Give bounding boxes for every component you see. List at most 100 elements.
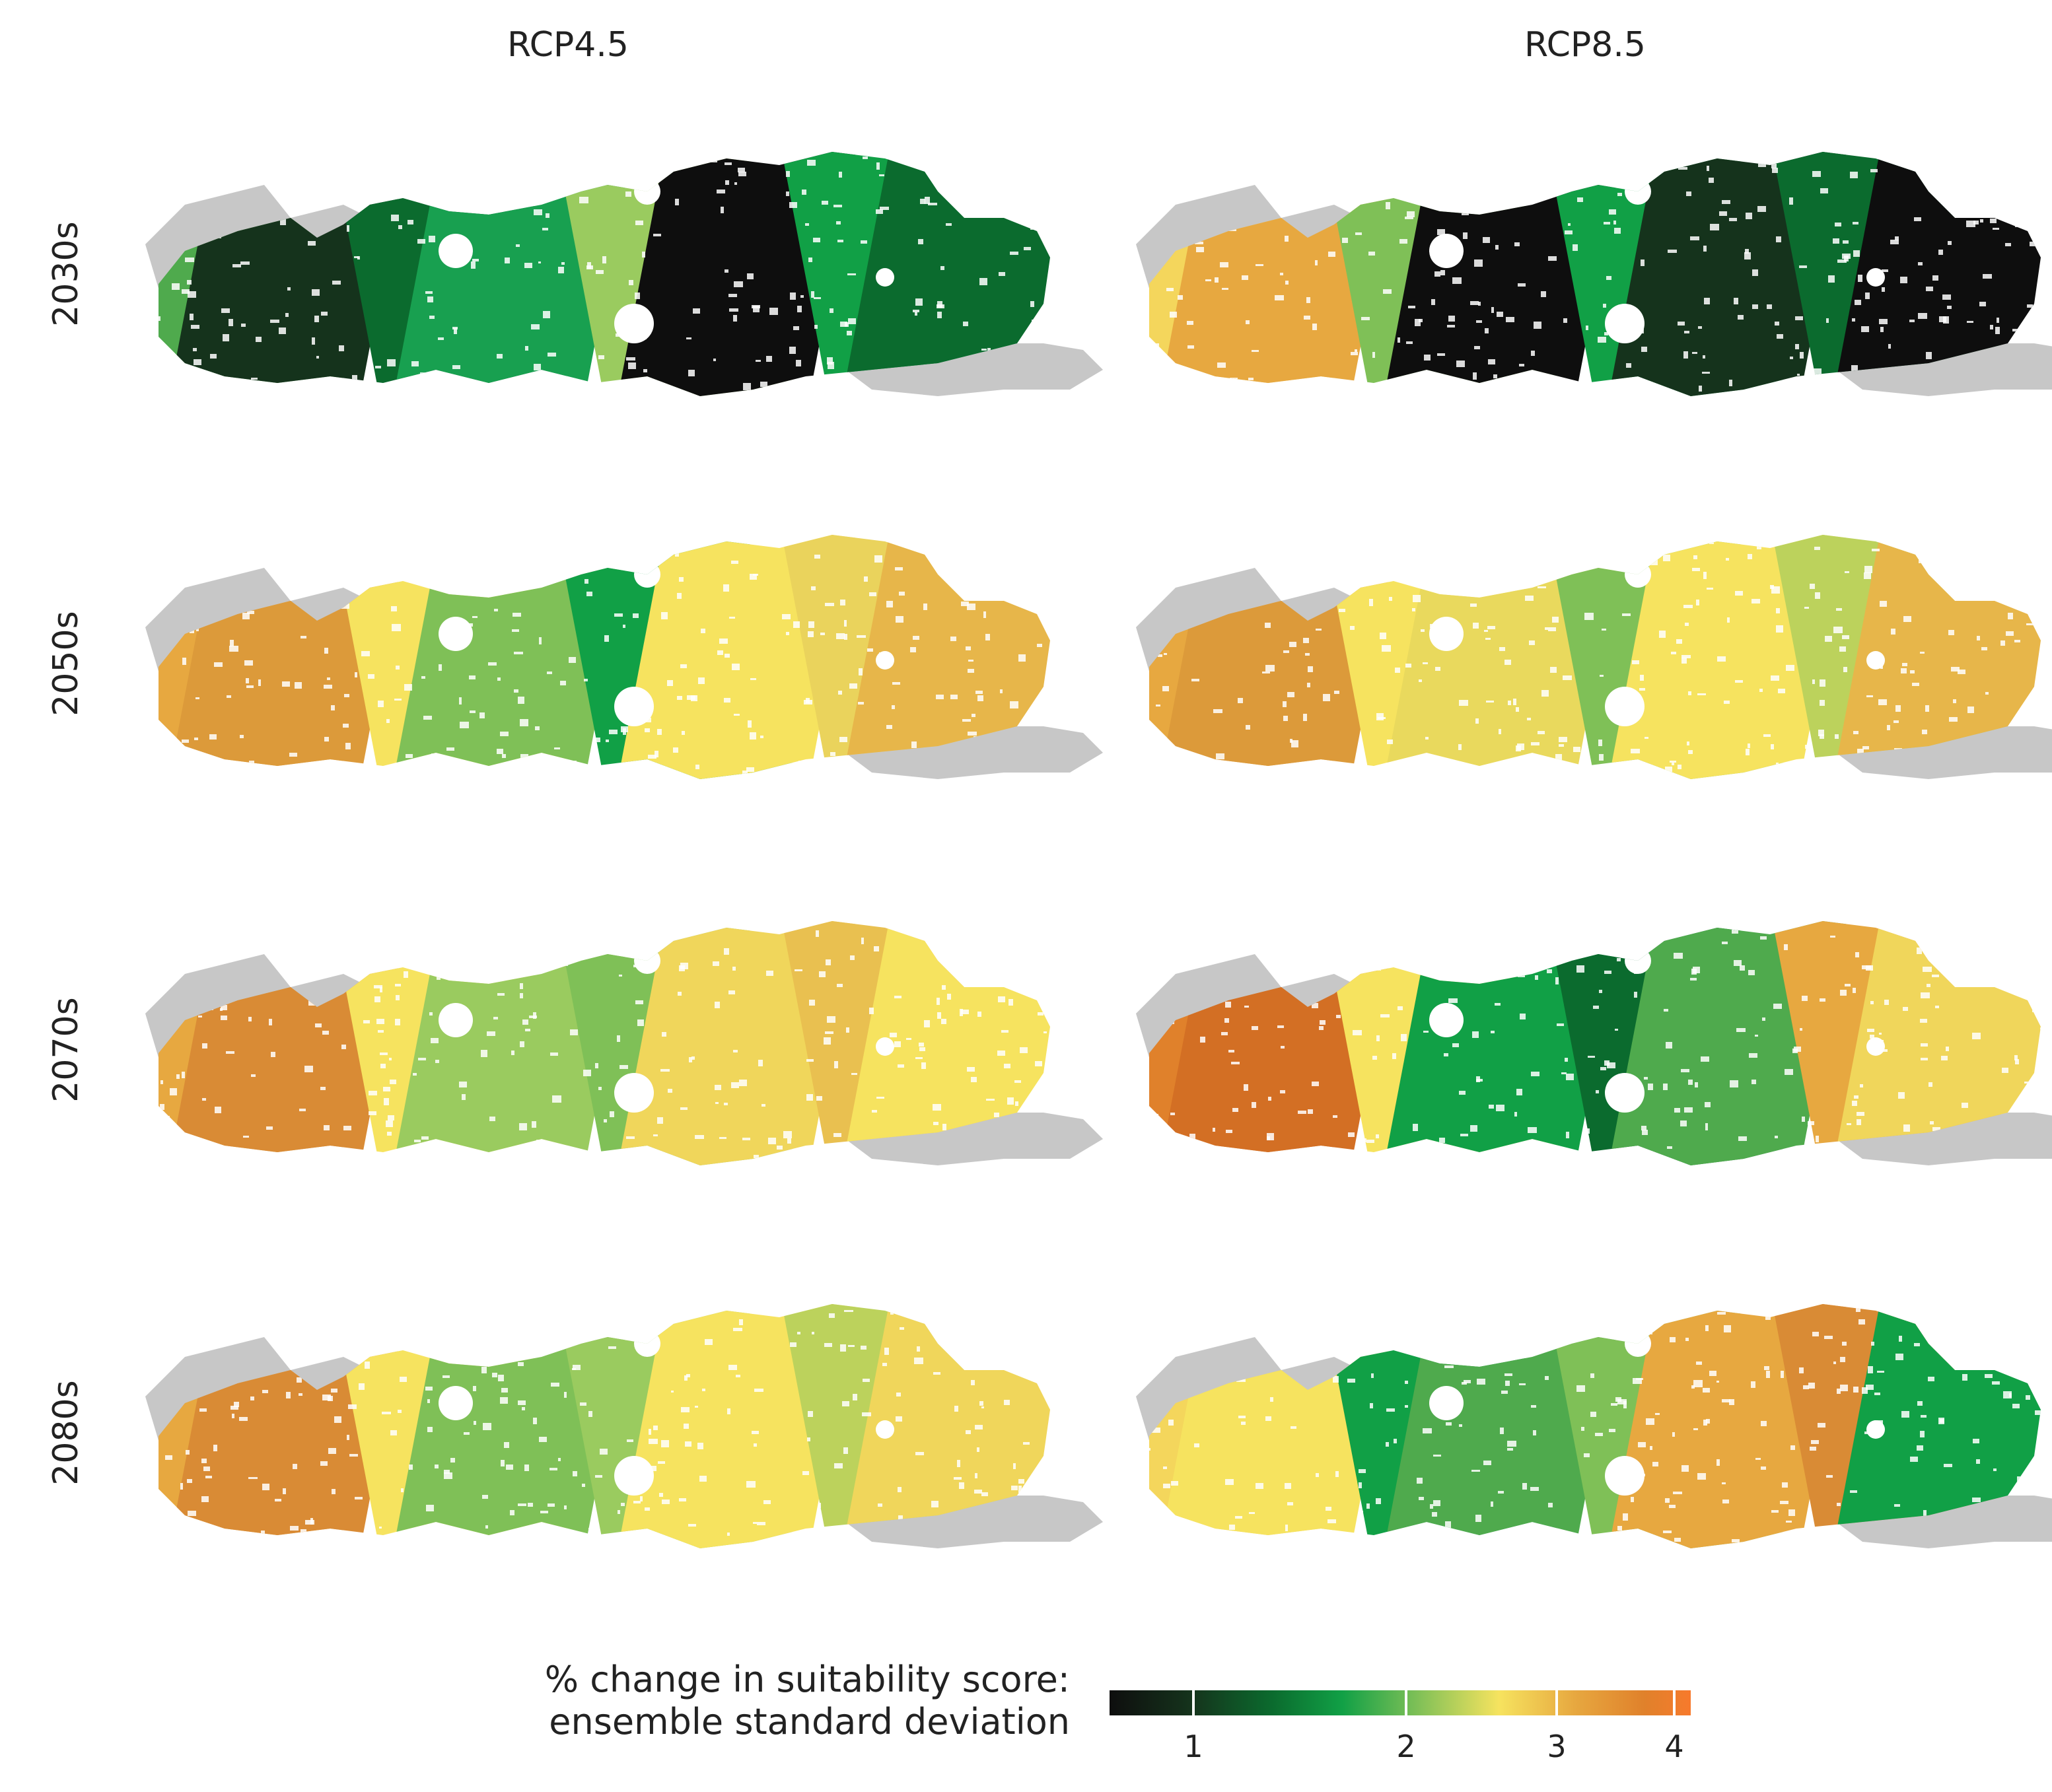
nodata-speck [1217, 362, 1226, 368]
nodata-speck [1274, 1154, 1277, 1157]
nodata-speck [1909, 320, 1915, 322]
nodata-speck [1862, 965, 1871, 969]
nodata-speck [1170, 1113, 1175, 1115]
nodata-speck [1555, 977, 1559, 984]
nodata-speck [733, 1328, 742, 1331]
nodata-speck [756, 360, 761, 362]
nodata-speck [847, 331, 852, 335]
nodata-speck [311, 182, 318, 185]
nodata-speck [1256, 944, 1264, 948]
map-panel-2050s-rcp45 [145, 535, 1103, 779]
nodata-speck [827, 1016, 835, 1023]
nodata-speck [485, 1525, 488, 1529]
nodata-speck [1525, 596, 1534, 601]
nodata-speck [518, 1503, 526, 1506]
nodata-speck [1677, 925, 1681, 930]
nodata-speck [1595, 1433, 1603, 1436]
nodata-speck [675, 549, 679, 557]
nodata-speck [1674, 953, 1683, 959]
nodata-speck [1424, 355, 1431, 361]
nodata-speck [1862, 746, 1869, 749]
nodata-speck [564, 1392, 567, 1398]
nodata-speck [2015, 224, 2021, 227]
nodata-speck [595, 1475, 602, 1478]
nodata-speck [1688, 691, 1691, 695]
nodata-speck [1220, 262, 1228, 267]
nodata-speck [1613, 221, 1616, 224]
nodata-speck [248, 1017, 252, 1021]
nodata-speck [464, 1536, 470, 1542]
nodata-speck [760, 382, 767, 387]
nodata-speck [657, 1117, 663, 1124]
nodata-speck [1160, 1144, 1167, 1150]
nodata-speck [1899, 1336, 1902, 1342]
nodata-speck [1872, 549, 1880, 551]
nodata-speck [223, 334, 229, 341]
nodata-speck [188, 291, 196, 298]
nodata-speck [1359, 1511, 1363, 1516]
nodata-speck [977, 1012, 981, 1017]
nodata-speck [1861, 326, 1869, 332]
nodata-speck [1049, 285, 1050, 288]
nodata-speck [1590, 1412, 1596, 1417]
nodata-speck [1695, 1082, 1698, 1087]
nodata-speck [892, 705, 895, 709]
nodata-speck [979, 1401, 983, 1406]
nodata-speck [514, 689, 518, 693]
nodata-speck [404, 684, 412, 691]
nodata-speck [1518, 283, 1526, 287]
nodata-speck [1514, 242, 1520, 246]
nodata-speck [684, 1375, 688, 1381]
nodata-speck [1021, 959, 1026, 964]
nodata-speck [1412, 608, 1415, 611]
nodata-speck [1997, 318, 1999, 323]
nodata-speck [1333, 1376, 1339, 1383]
nodata-speck [1222, 288, 1228, 290]
nodata-speck [1644, 1077, 1648, 1080]
nodata-speck [753, 306, 760, 312]
nodata-speck [1493, 374, 1497, 378]
nodata-speck [802, 190, 806, 195]
nodata-speck [1215, 277, 1219, 283]
nodata-speck [343, 724, 349, 728]
nodata-speck [1697, 1473, 1706, 1480]
nodata-speck [626, 357, 635, 361]
nodata-speck [937, 304, 944, 308]
nodata-speck [258, 679, 261, 686]
nodata-speck [1853, 988, 1856, 993]
nodata-speck [147, 1377, 150, 1381]
nodata-speck [1812, 679, 1815, 684]
nodata-speck [824, 1037, 831, 1045]
nodata-speck [1833, 627, 1843, 633]
nodata-speck [522, 1019, 528, 1025]
nodata-speck [1226, 1130, 1232, 1133]
nodata-speck [849, 683, 857, 689]
nodata-speck [1265, 1416, 1271, 1421]
nodata-speck [1149, 602, 1153, 605]
nodata-speck [693, 308, 700, 314]
nodata-speck [1023, 1442, 1030, 1445]
urban-area [1625, 948, 1651, 974]
nodata-speck [1535, 975, 1538, 980]
nodata-speck [1748, 554, 1752, 559]
nodata-speck [512, 1533, 518, 1537]
nodata-speck [353, 1159, 359, 1165]
nodata-speck [363, 1020, 370, 1023]
nodata-speck [195, 697, 199, 699]
nodata-speck [240, 735, 244, 738]
nodata-speck [1614, 228, 1621, 234]
nodata-speck [768, 1138, 776, 1144]
nodata-speck [1634, 992, 1637, 998]
nodata-speck [1962, 1374, 1967, 1381]
nodata-speck [623, 625, 625, 628]
nodata-speck [1707, 166, 1709, 171]
nodata-speck [1281, 1327, 1286, 1333]
nodata-speck [429, 236, 435, 242]
nodata-speck [1617, 193, 1622, 196]
nodata-speck [1921, 1415, 1927, 1418]
nodata-speck [1295, 547, 1300, 554]
nodata-speck [1285, 1525, 1288, 1531]
nodata-speck [182, 1072, 185, 1078]
nodata-speck [411, 361, 419, 366]
nodata-speck [391, 606, 397, 611]
